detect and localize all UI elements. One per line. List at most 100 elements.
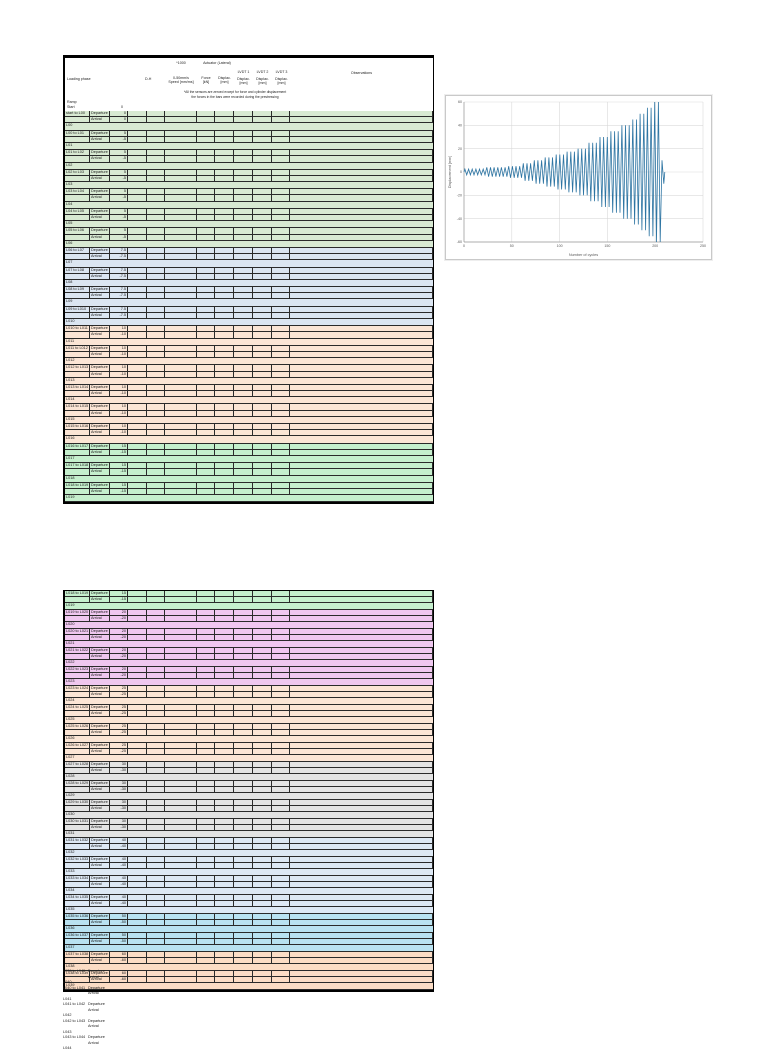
observations-cell bbox=[290, 488, 433, 496]
measure-cell bbox=[165, 952, 197, 958]
separator-row: L035 bbox=[65, 907, 433, 914]
measure-cell bbox=[253, 952, 272, 958]
measure-cell bbox=[253, 857, 272, 863]
measure-cell bbox=[165, 667, 197, 673]
measure-cell bbox=[197, 610, 215, 616]
phase-cell: Departure bbox=[90, 130, 110, 137]
measure-cell bbox=[128, 724, 147, 730]
measure-cell bbox=[234, 228, 253, 235]
measure-cell bbox=[197, 838, 215, 844]
phase-cell: Arrival bbox=[90, 156, 110, 163]
table-row: Arrival -7.5 bbox=[65, 293, 433, 300]
phase-label-cell bbox=[65, 215, 90, 222]
observations-cell bbox=[290, 195, 433, 202]
measure-cell bbox=[165, 914, 197, 920]
phase-cell: Arrival bbox=[90, 768, 110, 774]
phase-cell: Arrival bbox=[90, 469, 110, 476]
lvdt3-label: LVDT 3 bbox=[275, 70, 288, 74]
observations-cell bbox=[290, 844, 433, 850]
observations-cell bbox=[290, 857, 433, 863]
phase-label-cell bbox=[65, 391, 90, 398]
value-cell: 5 bbox=[110, 228, 128, 235]
value-cell: 30 bbox=[110, 819, 128, 825]
value-cell: 15 bbox=[110, 443, 128, 450]
measure-cell bbox=[272, 762, 290, 768]
value-cell: 25 bbox=[110, 705, 128, 711]
measure-cell bbox=[272, 267, 290, 274]
separator-row: L05 bbox=[65, 221, 433, 229]
x-axis-label: Number of cycles bbox=[569, 253, 598, 257]
measure-cell bbox=[197, 293, 215, 300]
measure-cell bbox=[197, 654, 215, 660]
phase-cell: Arrival bbox=[90, 430, 110, 437]
measure-cell bbox=[253, 175, 272, 183]
measure-cell bbox=[215, 648, 234, 654]
measure-cell bbox=[197, 175, 215, 183]
measure-cell bbox=[128, 825, 147, 831]
measure-cell bbox=[128, 175, 147, 183]
measure-cell bbox=[128, 895, 147, 901]
table-row: Arrival -30 bbox=[65, 768, 433, 774]
measure-cell bbox=[234, 488, 253, 496]
measure-cell bbox=[147, 971, 165, 977]
measure-cell bbox=[147, 443, 165, 450]
measure-cell bbox=[147, 365, 165, 372]
measure-cell bbox=[234, 189, 253, 196]
measure-cell bbox=[165, 463, 197, 470]
measure-cell bbox=[128, 306, 147, 313]
measure-cell bbox=[253, 610, 272, 616]
measure-cell bbox=[128, 597, 147, 603]
svg-text:50: 50 bbox=[510, 244, 514, 248]
measure-cell bbox=[165, 654, 197, 660]
phase-label-cell bbox=[65, 787, 90, 793]
measure-cell bbox=[253, 365, 272, 372]
value-cell: -40 bbox=[110, 882, 128, 888]
measure-cell bbox=[234, 293, 253, 300]
observations-cell bbox=[290, 189, 433, 196]
measure-cell bbox=[197, 952, 215, 958]
measure-cell bbox=[234, 844, 253, 850]
measure-cell bbox=[128, 800, 147, 806]
phase-cell: Departure bbox=[90, 345, 110, 352]
measure-cell bbox=[147, 215, 165, 222]
measure-cell bbox=[234, 111, 253, 118]
measure-cell bbox=[128, 971, 147, 977]
measure-cell bbox=[234, 430, 253, 437]
phase-cell: Departure bbox=[90, 267, 110, 274]
table-row: Arrival -15 bbox=[65, 597, 433, 603]
measure-cell bbox=[215, 443, 234, 450]
measure-cell bbox=[215, 597, 234, 603]
phase-cell: Departure bbox=[90, 365, 110, 372]
measure-cell bbox=[253, 326, 272, 333]
measure-cell bbox=[165, 686, 197, 692]
phase-label-cell: L019 to L020 bbox=[65, 610, 90, 616]
observations-cell bbox=[290, 724, 433, 730]
table-row: Arrival -40 bbox=[65, 844, 433, 850]
observations-cell bbox=[290, 743, 433, 749]
measure-cell bbox=[147, 724, 165, 730]
measure-cell bbox=[128, 287, 147, 294]
measure-cell bbox=[197, 130, 215, 137]
measure-cell bbox=[147, 156, 165, 163]
measure-cell bbox=[215, 287, 234, 294]
value-cell: -5 bbox=[110, 195, 128, 202]
measure-cell bbox=[253, 247, 272, 255]
measure-cell bbox=[165, 977, 197, 983]
measure-cell bbox=[253, 667, 272, 673]
measure-cell bbox=[147, 648, 165, 654]
measure-cell bbox=[197, 267, 215, 274]
measure-cell bbox=[215, 424, 234, 431]
measure-cell bbox=[147, 591, 165, 597]
measure-cell bbox=[147, 730, 165, 736]
phase-label-cell bbox=[65, 156, 90, 163]
observations-cell bbox=[290, 971, 433, 977]
observations-label: Observations bbox=[350, 71, 373, 75]
separator-row: L016 bbox=[65, 436, 433, 444]
phase-cell: Departure bbox=[90, 648, 110, 654]
phase-label-cell: L031 to L032 bbox=[65, 838, 90, 844]
measure-cell bbox=[253, 254, 272, 261]
measure-cell bbox=[165, 273, 197, 280]
measure-cell bbox=[234, 156, 253, 163]
table-row: L021 to L022 Departure 20 bbox=[65, 648, 433, 654]
phase-cell: Departure bbox=[90, 610, 110, 616]
